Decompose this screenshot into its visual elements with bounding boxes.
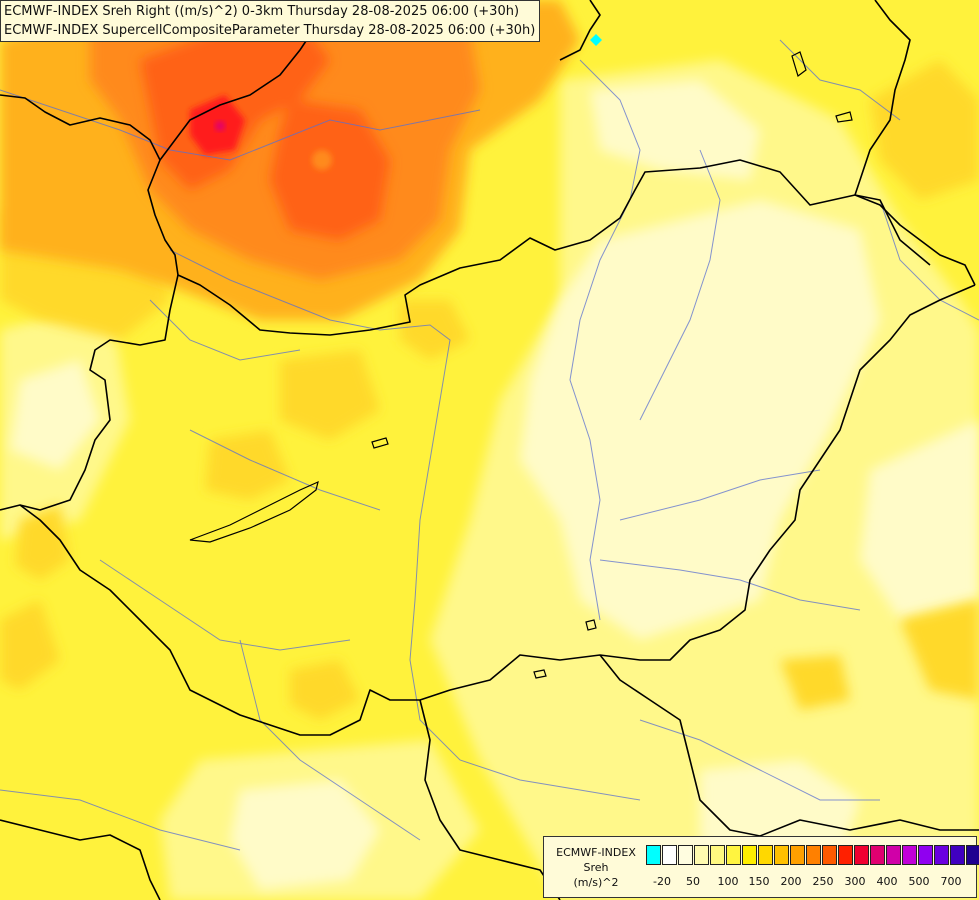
color-legend: ECMWF-INDEX Sreh (m/s)^2 -20 50 100 150 200 2…: [543, 836, 979, 898]
field-magenta-core: [215, 121, 225, 131]
lakes: [189, 51, 853, 679]
legend-swatch: [678, 845, 693, 865]
legend-swatch: [886, 845, 901, 865]
legend-title-source: ECMWF-INDEX: [556, 846, 636, 859]
legend-tick-label: -20: [653, 875, 671, 888]
legend-swatch: [854, 845, 869, 865]
legend-tick-label: 400: [876, 875, 898, 888]
legend-tick-label: 100: [717, 875, 739, 888]
rivers: [0, 39, 979, 851]
legend-tick-label: 50: [686, 875, 700, 888]
legend-title-variable: Sreh: [583, 861, 609, 874]
border-east-upper: [854, 194, 931, 266]
map-title-box: ECMWF-INDEX Sreh Right ((m/s)^2) 0-3km T…: [0, 0, 541, 42]
legend-tick-label: 150: [748, 875, 770, 888]
legend-swatch: [902, 845, 917, 865]
legend-swatch: [950, 845, 965, 865]
border-north-top: [559, 0, 601, 61]
legend-swatch: [806, 845, 821, 865]
border-north-east: [854, 0, 911, 196]
legend-swatch: [710, 845, 725, 865]
cyan-marker: [590, 34, 602, 46]
field-orange-spot: [312, 150, 332, 170]
field-red-orange-regions: [140, 20, 390, 240]
lake-small-1: [371, 437, 389, 449]
border-south-west: [0, 819, 161, 900]
legend-swatch: [934, 845, 949, 865]
lake-small-3: [791, 51, 807, 77]
lake-small-4: [533, 669, 547, 679]
legend-swatch: [774, 845, 789, 865]
lake-small-5: [585, 619, 597, 631]
legend-tick-label: 700: [940, 875, 962, 888]
legend-swatch: [822, 845, 837, 865]
legend-title: ECMWF-INDEX Sreh (m/s)^2: [548, 845, 644, 890]
legend-swatch: [918, 845, 933, 865]
field-light-regions: [10, 80, 979, 890]
legend-swatch: [742, 845, 757, 865]
legend-swatch: [870, 845, 885, 865]
legend-swatches: [646, 845, 979, 865]
title-line-sreh: ECMWF-INDEX Sreh Right ((m/s)^2) 0-3km T…: [4, 4, 520, 19]
legend-tick-label: 500: [908, 875, 930, 888]
border-south: [419, 699, 561, 900]
border-south-east-b: [759, 819, 979, 837]
border-west-upper: [19, 274, 179, 511]
legend-tick-label: 200: [780, 875, 802, 888]
border-south-east: [599, 654, 761, 837]
legend-swatch: [694, 845, 709, 865]
legend-swatch: [662, 845, 677, 865]
legend-swatch: [790, 845, 805, 865]
legend-swatch: [966, 845, 979, 865]
legend-swatch: [758, 845, 773, 865]
legend-title-unit: (m/s)^2: [573, 876, 619, 889]
legend-ticks: -20 50 100 150 200 250 300 400 500 700: [644, 875, 974, 889]
legend-tick-label: 300: [844, 875, 866, 888]
title-line-scp: ECMWF-INDEX SupercellCompositeParameter …: [4, 23, 536, 38]
legend-swatch: [726, 845, 741, 865]
border-east: [0, 284, 976, 736]
legend-tick-label: 250: [812, 875, 834, 888]
border-north-west: [0, 94, 976, 336]
legend-swatch: [838, 845, 853, 865]
lake-small-2: [835, 111, 853, 123]
lake-balaton: [189, 480, 319, 543]
legend-swatch: [646, 845, 661, 865]
